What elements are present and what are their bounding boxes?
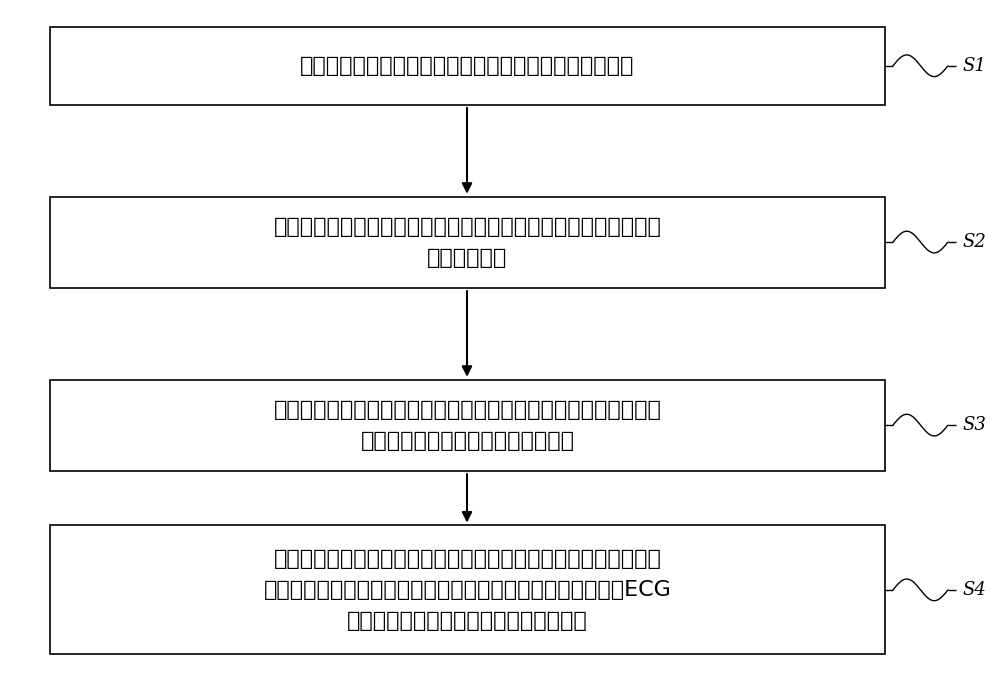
Text: S1: S1	[962, 57, 986, 75]
FancyBboxPatch shape	[50, 27, 885, 105]
Text: 基于已经习得心脏机械活动与心脏电活动跨域映射的深度学习网络
架构，输入当前时刻提取的心脏机械活动数据，输出当前时刻ECG
测量结果，并最终完成非接触心电图监测: 基于已经习得心脏机械活动与心脏电活动跨域映射的深度学习网络 架构，输入当前时刻提…	[264, 549, 671, 631]
Text: S3: S3	[962, 416, 986, 434]
FancyBboxPatch shape	[50, 525, 885, 654]
Text: 对提取出的心脏机械活动数据，构建端到端的网络架构，完成由心
脏机械活动到心脏电活动的跨域映射: 对提取出的心脏机械活动数据，构建端到端的网络架构，完成由心 脏机械活动到心脏电活…	[274, 400, 661, 451]
FancyBboxPatch shape	[50, 197, 885, 288]
Text: S2: S2	[962, 233, 986, 251]
Text: 对接收到的回波信号进行信号处理，提取隐藏在回波信号中的心脏
机械活动数据: 对接收到的回波信号进行信号处理，提取隐藏在回波信号中的心脏 机械活动数据	[274, 217, 661, 268]
Text: S4: S4	[962, 581, 986, 599]
FancyBboxPatch shape	[50, 380, 885, 471]
Text: 使用毫米波雷达对待测体发射毫米波信号并接收回波信号: 使用毫米波雷达对待测体发射毫米波信号并接收回波信号	[300, 56, 635, 76]
